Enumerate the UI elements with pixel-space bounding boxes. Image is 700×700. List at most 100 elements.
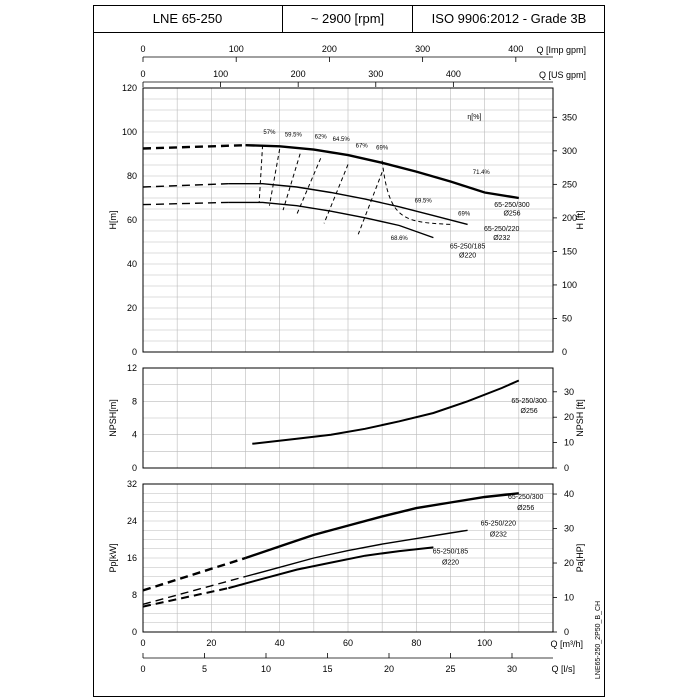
- power-curve-dashed: [142, 575, 246, 605]
- bottom-axis-ls-tick-label: 25: [445, 664, 455, 674]
- power-curve: [245, 529, 468, 578]
- bottom-axis-m3h-tick-label: 60: [343, 638, 353, 648]
- bottom-axis-ls-tick-label: 20: [384, 664, 394, 674]
- bottom-axis-m3h-tick-label: 40: [275, 638, 285, 648]
- efficiency-iso-line: [357, 171, 383, 235]
- bottom-axis-ls-tick-label: 15: [322, 664, 332, 674]
- y-axis-label: H[m]: [108, 211, 118, 230]
- y-tick-label-right: 20: [564, 558, 574, 568]
- y-tick-label-right: 30: [564, 387, 574, 397]
- bottom-axis-ls-tick-label: 0: [140, 664, 145, 674]
- y-tick-label: 24: [127, 516, 137, 526]
- curve-label-sub: Ø220: [459, 252, 476, 259]
- y-tick-label: 120: [122, 83, 137, 93]
- y-tick-label: 8: [132, 396, 137, 406]
- power-curve-dashed: [142, 556, 246, 592]
- y-axis-label-right: Pa[HP]: [575, 544, 585, 573]
- model-title: LNE 65-250: [93, 5, 283, 33]
- y-axis-label: NPSH[m]: [108, 399, 118, 437]
- curve-label: 65-250/300: [511, 398, 547, 405]
- bottom-axis-ls-tick-label: 10: [261, 664, 271, 674]
- y-tick-label-right: 0: [564, 463, 569, 473]
- efficiency-label: 62%: [315, 135, 328, 141]
- y-tick-label-right: 10: [564, 593, 574, 603]
- y-tick-label-right: 30: [564, 524, 574, 534]
- standard-label: ISO 9906:2012 - Grade 3B: [413, 5, 605, 33]
- y-tick-label-right: 250: [562, 179, 577, 189]
- y-tick-label-right: 50: [562, 313, 572, 323]
- efficiency-label: 68.6%: [391, 236, 409, 242]
- top-axis-imp-tick-label: 200: [322, 44, 337, 54]
- curve-label-sub: Ø232: [493, 235, 510, 242]
- efficiency-iso-line: [296, 158, 322, 215]
- y-axis-label-right: NPSH [ft]: [575, 399, 585, 437]
- bottom-axis-m3h-tick-label: 100: [477, 638, 492, 648]
- y-tick-label: 0: [132, 463, 137, 473]
- efficiency-label: 71.4%: [473, 170, 491, 176]
- power-curve-dashed: [142, 587, 229, 608]
- y-tick-label: 0: [132, 347, 137, 357]
- y-tick-label: 8: [132, 590, 137, 600]
- top-axis-us-tick-label: 0: [140, 69, 145, 79]
- y-tick-label-right: 10: [564, 438, 574, 448]
- y-tick-label-right: 0: [564, 627, 569, 637]
- y-tick-label: 32: [127, 479, 137, 489]
- power-curve: [228, 546, 434, 590]
- efficiency-label: 57%: [263, 130, 276, 136]
- head-curve: [228, 183, 468, 226]
- sheet-frame: [93, 5, 605, 697]
- drawing-code: LNE65-250_2P50_B_CH: [595, 601, 602, 679]
- y-tick-label: 40: [127, 259, 137, 269]
- y-tick-label-right: 0: [562, 347, 567, 357]
- top-axis-imp-tick-label: 0: [140, 44, 145, 54]
- efficiency-iso-line: [323, 164, 349, 224]
- efficiency-iso-line: [282, 153, 301, 211]
- top-axis-imp-tick-label: 300: [415, 44, 430, 54]
- head-curve-dashed: [142, 201, 229, 206]
- top-axis-imp-tick-label: 400: [508, 44, 523, 54]
- y-axis-label: Pp[kW]: [108, 543, 118, 572]
- y-tick-label: 20: [127, 303, 137, 313]
- efficiency-label: 67%: [356, 143, 369, 149]
- curve-label-sub: Ø256: [521, 408, 538, 415]
- head-curve-dashed: [142, 183, 229, 188]
- npsh-panel-frame: [142, 367, 554, 469]
- efficiency-label: 69%: [376, 146, 389, 152]
- y-tick-label-right: 20: [564, 412, 574, 422]
- y-tick-label-right: 200: [562, 213, 577, 223]
- efficiency-label: 59.5%: [285, 132, 303, 138]
- bottom-axis-ls-tick-label: 30: [507, 664, 517, 674]
- y-tick-label-right: 350: [562, 112, 577, 122]
- speed-label: ~ 2900 [rpm]: [283, 5, 413, 33]
- bottom-axis-m3h-label: Q [m³/h]: [550, 639, 583, 649]
- y-axis-label-right: H [ft]: [575, 210, 585, 229]
- y-tick-label: 60: [127, 215, 137, 225]
- bottom-axis-ls-tick-label: 5: [202, 664, 207, 674]
- efficiency-label: 64.5%: [333, 137, 351, 143]
- efficiency-axis-label: η[%]: [467, 114, 481, 121]
- curve-label-sub: Ø232: [490, 532, 507, 539]
- power-panel-frame: [142, 483, 554, 633]
- curve-label: 65-250/220: [481, 521, 517, 528]
- efficiency-iso-line: [381, 160, 451, 225]
- y-tick-label-right: 300: [562, 146, 577, 156]
- y-tick-label: 16: [127, 553, 137, 563]
- y-tick-label-right: 40: [564, 489, 574, 499]
- npsh-curve: [252, 379, 520, 445]
- curve-label-sub: Ø256: [517, 505, 534, 512]
- top-axis-us-tick-label: 200: [291, 69, 306, 79]
- bottom-axis-m3h-tick-label: 20: [206, 638, 216, 648]
- y-tick-label: 80: [127, 171, 137, 181]
- y-tick-label: 12: [127, 363, 137, 373]
- power-curve: [245, 492, 519, 560]
- y-tick-label: 0: [132, 627, 137, 637]
- head-curve: [228, 201, 434, 239]
- top-axis-imp-label: Q [Imp gpm]: [536, 45, 586, 55]
- efficiency-iso-line: [258, 145, 264, 203]
- top-axis-us-tick-label: 100: [213, 69, 228, 79]
- efficiency-label: 69.5%: [415, 198, 433, 204]
- head-panel-frame: [142, 87, 554, 353]
- top-axis-us-label: Q [US gpm]: [539, 70, 586, 80]
